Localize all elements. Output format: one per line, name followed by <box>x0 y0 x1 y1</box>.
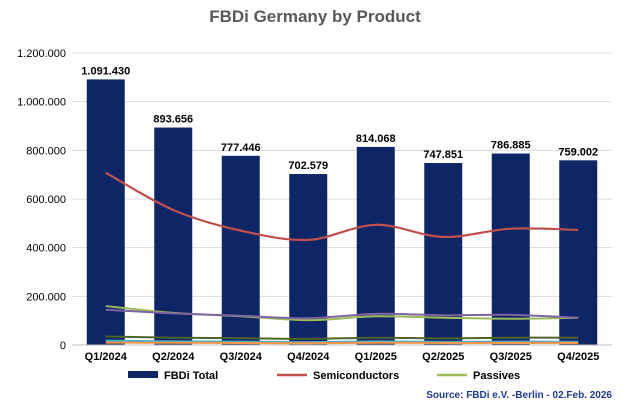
bar <box>154 127 193 346</box>
series-line-5 <box>105 339 579 344</box>
data-label: 702.579 <box>288 160 328 172</box>
x-axis: Q1/2024 Q2/2024 Q3/2024 Q4/2024 Q1/2025 Q2/20… <box>72 344 612 363</box>
bar <box>289 174 328 345</box>
data-label: 893.656 <box>153 114 193 126</box>
x-tick-label: Q2/2024 <box>152 351 195 363</box>
x-tick-label: Q1/2025 <box>355 351 397 363</box>
chart-title: FBDi Germany by Product <box>209 7 421 26</box>
data-label: 814.068 <box>356 133 396 145</box>
y-tick-label: 1.000.000 <box>17 97 66 109</box>
x-tick-label: Q4/2024 <box>287 351 330 363</box>
series-line-4 <box>105 335 579 340</box>
legend-label: Passives <box>473 370 520 382</box>
data-label: 786.885 <box>491 140 531 152</box>
data-label: 777.446 <box>221 142 261 154</box>
legend-label: FBDi Total <box>164 370 218 382</box>
data-label: 759.002 <box>558 146 598 158</box>
series-line-6 <box>105 341 579 345</box>
x-tick-label: Q2/2025 <box>422 351 464 363</box>
bar <box>221 155 260 345</box>
y-tick-label: 400.000 <box>26 243 66 255</box>
line-series <box>105 171 579 345</box>
y-axis: 0 200.000 400.000 600.000 800.000 1.000.000 1.… <box>17 48 66 352</box>
x-tick-label: Q1/2024 <box>85 351 128 363</box>
data-label: 1.091.430 <box>81 65 130 77</box>
semiconductors-line <box>105 171 579 242</box>
source-note: Source: FBDi e.V. -Berlin - 02.Feb. 2026 <box>426 390 612 401</box>
bar <box>559 160 598 345</box>
data-label: 747.851 <box>423 149 463 161</box>
legend: FBDi Total Semiconductors Passives <box>128 370 520 382</box>
legend-swatch-bar <box>128 371 158 378</box>
legend-label: Semiconductors <box>313 370 399 382</box>
y-tick-label: 800.000 <box>26 145 66 157</box>
y-tick-label: 200.000 <box>26 291 66 303</box>
x-tick-label: Q3/2024 <box>220 351 263 363</box>
y-tick-label: 0 <box>60 340 66 352</box>
bar <box>86 79 125 345</box>
y-tick-label: 1.200.000 <box>17 48 66 60</box>
x-tick-label: Q4/2025 <box>557 351 599 363</box>
series-line-3 <box>105 308 579 320</box>
bar <box>356 146 395 345</box>
data-labels: 1.091.430 893.656 777.446 702.579 814.068 747… <box>81 65 598 172</box>
x-tick-label: Q3/2025 <box>490 351 532 363</box>
bar <box>491 153 530 345</box>
y-tick-label: 600.000 <box>26 194 66 206</box>
